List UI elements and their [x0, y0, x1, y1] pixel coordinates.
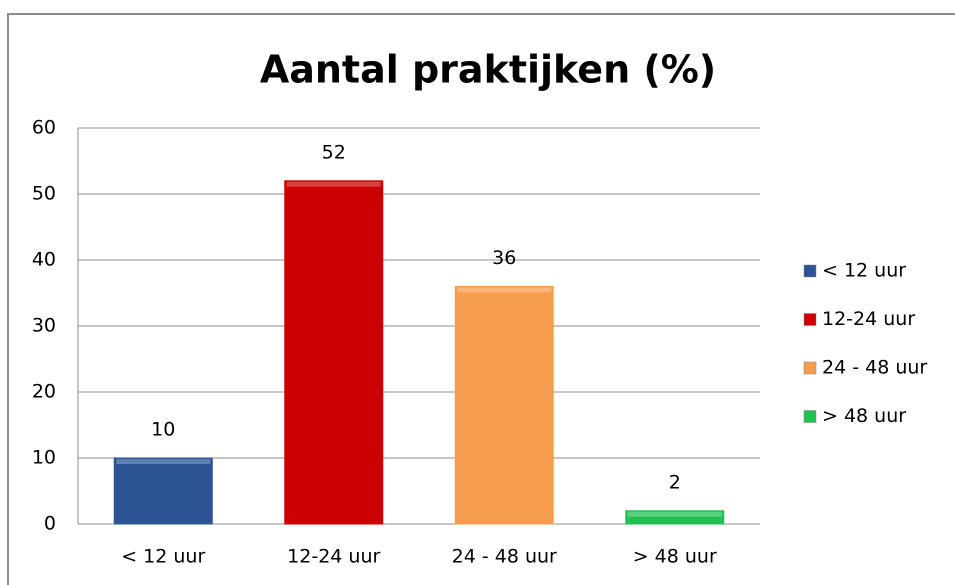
- legend-swatch: [803, 313, 817, 326]
- bar-highlight: [457, 287, 552, 293]
- legend-label: < 12 uur: [822, 260, 906, 282]
- bar-highlight: [116, 459, 211, 464]
- bar: [113, 457, 213, 525]
- data-label: 10: [151, 419, 175, 441]
- legend-label: 12-24 uur: [822, 308, 915, 330]
- x-tick-label: 12-24 uur: [287, 546, 380, 568]
- legend-swatch: [803, 410, 817, 423]
- legend-swatch: [803, 361, 817, 375]
- bar-highlight: [627, 511, 722, 517]
- x-tick-label: < 12 uur: [121, 546, 205, 568]
- legend-swatch: [803, 264, 817, 278]
- data-label: 36: [492, 247, 516, 269]
- legend-label: > 48 uur: [822, 405, 906, 427]
- y-tick-label: 0: [44, 513, 56, 535]
- data-label: 2: [669, 471, 681, 493]
- data-label: 52: [322, 141, 346, 163]
- legend-label: 24 - 48 uur: [822, 357, 927, 379]
- x-tick-label: > 48 uur: [633, 546, 717, 568]
- bar: [454, 285, 554, 525]
- y-tick-label: 50: [32, 183, 56, 205]
- y-tick-label: 60: [32, 117, 56, 139]
- x-tick-label: 24 - 48 uur: [452, 546, 557, 568]
- bar-highlight: [286, 181, 381, 187]
- y-tick-label: 20: [32, 381, 56, 403]
- y-tick-label: 40: [32, 249, 56, 271]
- bar: [284, 180, 384, 525]
- chart-title: Aantal praktijken (%): [260, 48, 716, 92]
- y-tick-label: 30: [32, 315, 56, 337]
- bar: [625, 510, 725, 525]
- y-tick-label: 10: [32, 447, 56, 469]
